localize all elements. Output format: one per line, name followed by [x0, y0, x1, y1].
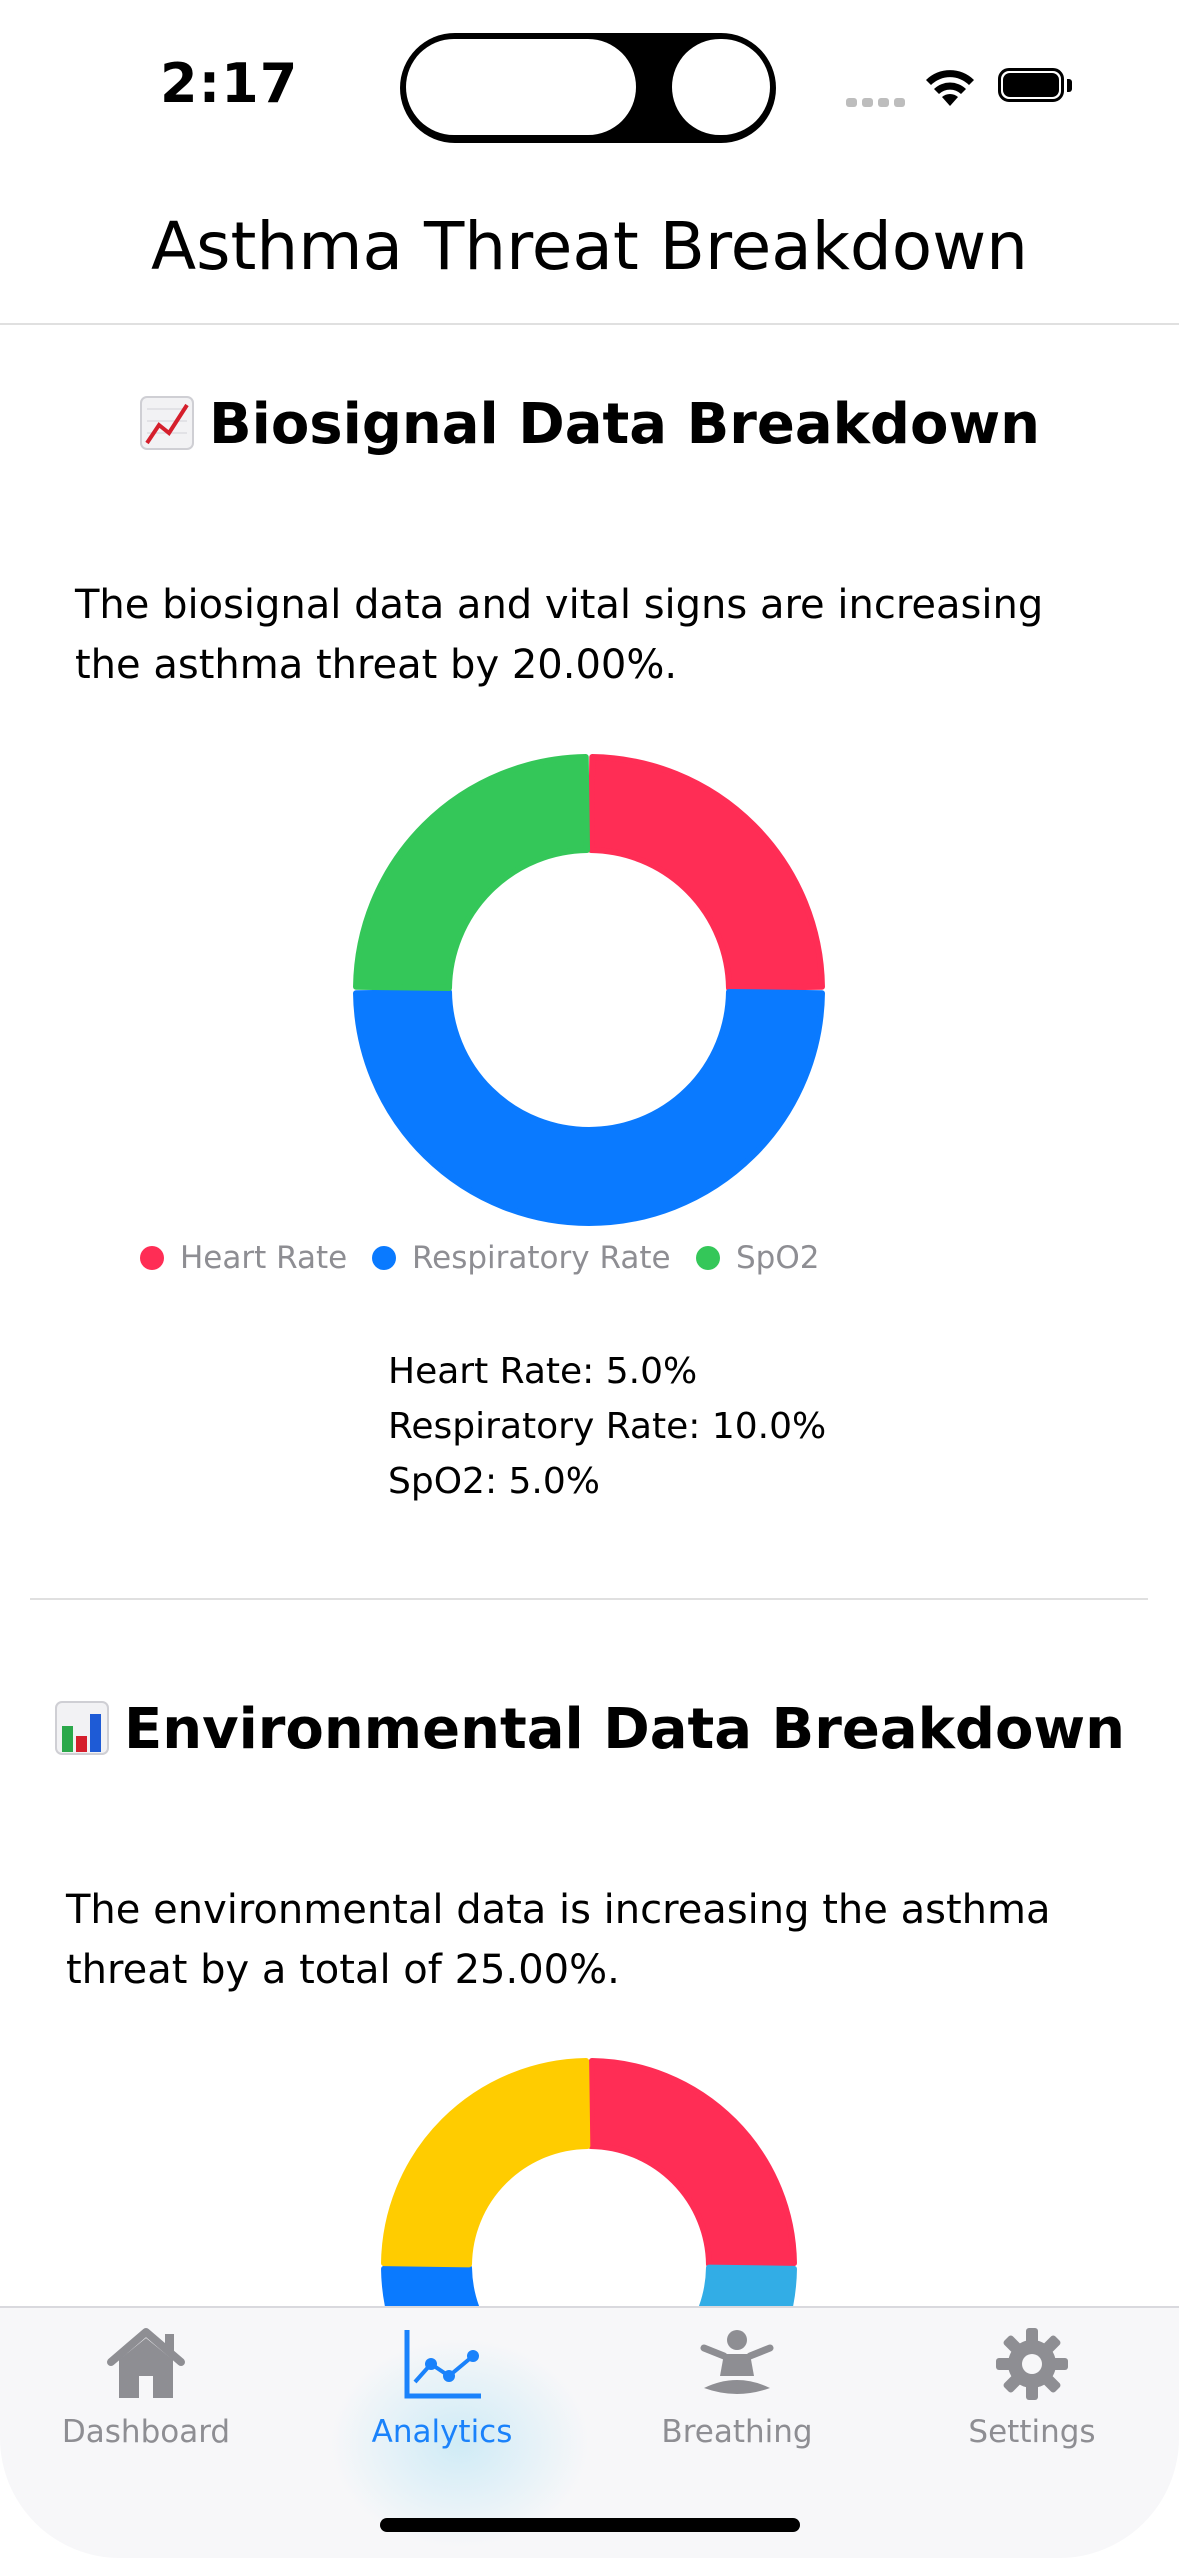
- donut-segment-spo2: [353, 754, 591, 992]
- legend-dot: [696, 1246, 720, 1270]
- legend-heart-rate: Heart Rate: [140, 1240, 347, 1276]
- legend-dot: [140, 1246, 164, 1270]
- donut-segment-respiratory-rate: [353, 988, 825, 1226]
- tab-breathing[interactable]: Breathing: [607, 2326, 867, 2450]
- environmental-heading: Environmental Data Breakdown: [0, 1697, 1179, 1770]
- line-chart-icon: [404, 2330, 481, 2399]
- bar-chart-icon: [54, 1700, 110, 1770]
- legend-label: SpO2: [736, 1240, 820, 1276]
- tab-label: Analytics: [371, 2414, 513, 2450]
- tab-bar: Dashboard Analytics Breathing: [0, 2306, 1179, 2558]
- status-time: 2:17: [160, 52, 299, 115]
- legend-label: Heart Rate: [180, 1240, 348, 1276]
- environmental-donut-chart: [381, 2058, 797, 2306]
- page-title: Asthma Threat Breakdown: [150, 208, 1028, 285]
- meditation-icon: [700, 2330, 774, 2394]
- biosignal-legend: Heart Rate Respiratory Rate SpO2: [0, 1240, 1179, 1290]
- tab-label: Settings: [968, 2414, 1096, 2450]
- tab-dashboard[interactable]: Dashboard: [16, 2326, 276, 2450]
- biosignal-heading: Biosignal Data Breakdown: [0, 392, 1179, 465]
- donut-segment: [381, 2264, 480, 2306]
- value-spo2: SpO2: 5.0%: [388, 1461, 600, 1502]
- tab-label: Dashboard: [61, 2414, 231, 2450]
- donut-segment: [587, 2058, 797, 2268]
- battery-icon: [998, 68, 1072, 106]
- biosignal-description-line1: The biosignal data and vital signs are i…: [75, 582, 1044, 628]
- gear-icon: [996, 2328, 1068, 2400]
- value-heart-rate: Heart Rate: 5.0%: [388, 1351, 698, 1392]
- dynamic-island: [400, 33, 776, 143]
- environmental-heading-text: Environmental Data Breakdown: [123, 1697, 1126, 1762]
- biosignal-description: The biosignal data and vital signs are i…: [75, 575, 1179, 695]
- donut-segment-heart-rate: [587, 754, 825, 992]
- legend-dot: [372, 1246, 396, 1270]
- nav-divider: [0, 323, 1179, 325]
- legend-spo2: SpO2: [696, 1240, 819, 1276]
- donut-segment: [698, 2264, 797, 2306]
- chart-increasing-icon: [139, 395, 195, 465]
- biosignal-description-line2: the asthma threat by 20.00%.: [75, 642, 678, 688]
- value-respiratory-rate: Respiratory Rate: 10.0%: [388, 1406, 827, 1447]
- environmental-description: The environmental data is increasing the…: [66, 1880, 1179, 2000]
- environmental-description-line1: The environmental data is increasing the…: [66, 1887, 1051, 1933]
- section-divider: [30, 1598, 1148, 1600]
- donut-segment: [381, 2058, 591, 2268]
- legend-respiratory-rate: Respiratory Rate: [372, 1240, 671, 1276]
- tab-analytics[interactable]: Analytics: [312, 2326, 572, 2450]
- house-icon: [107, 2328, 185, 2398]
- biosignal-values: Heart Rate: 5.0% Respiratory Rate: 10.0%…: [388, 1344, 826, 1509]
- wifi-icon: [922, 66, 978, 112]
- biosignal-heading-text: Biosignal Data Breakdown: [208, 392, 1041, 457]
- cellular-signal-icon: [846, 92, 910, 111]
- environmental-description-line2: threat by a total of 25.00%.: [66, 1947, 620, 1993]
- home-indicator: [380, 2518, 800, 2532]
- tab-label: Breathing: [661, 2414, 813, 2450]
- biosignal-donut-chart: [353, 754, 825, 1226]
- legend-label: Respiratory Rate: [412, 1240, 671, 1276]
- tab-settings[interactable]: Settings: [902, 2326, 1162, 2450]
